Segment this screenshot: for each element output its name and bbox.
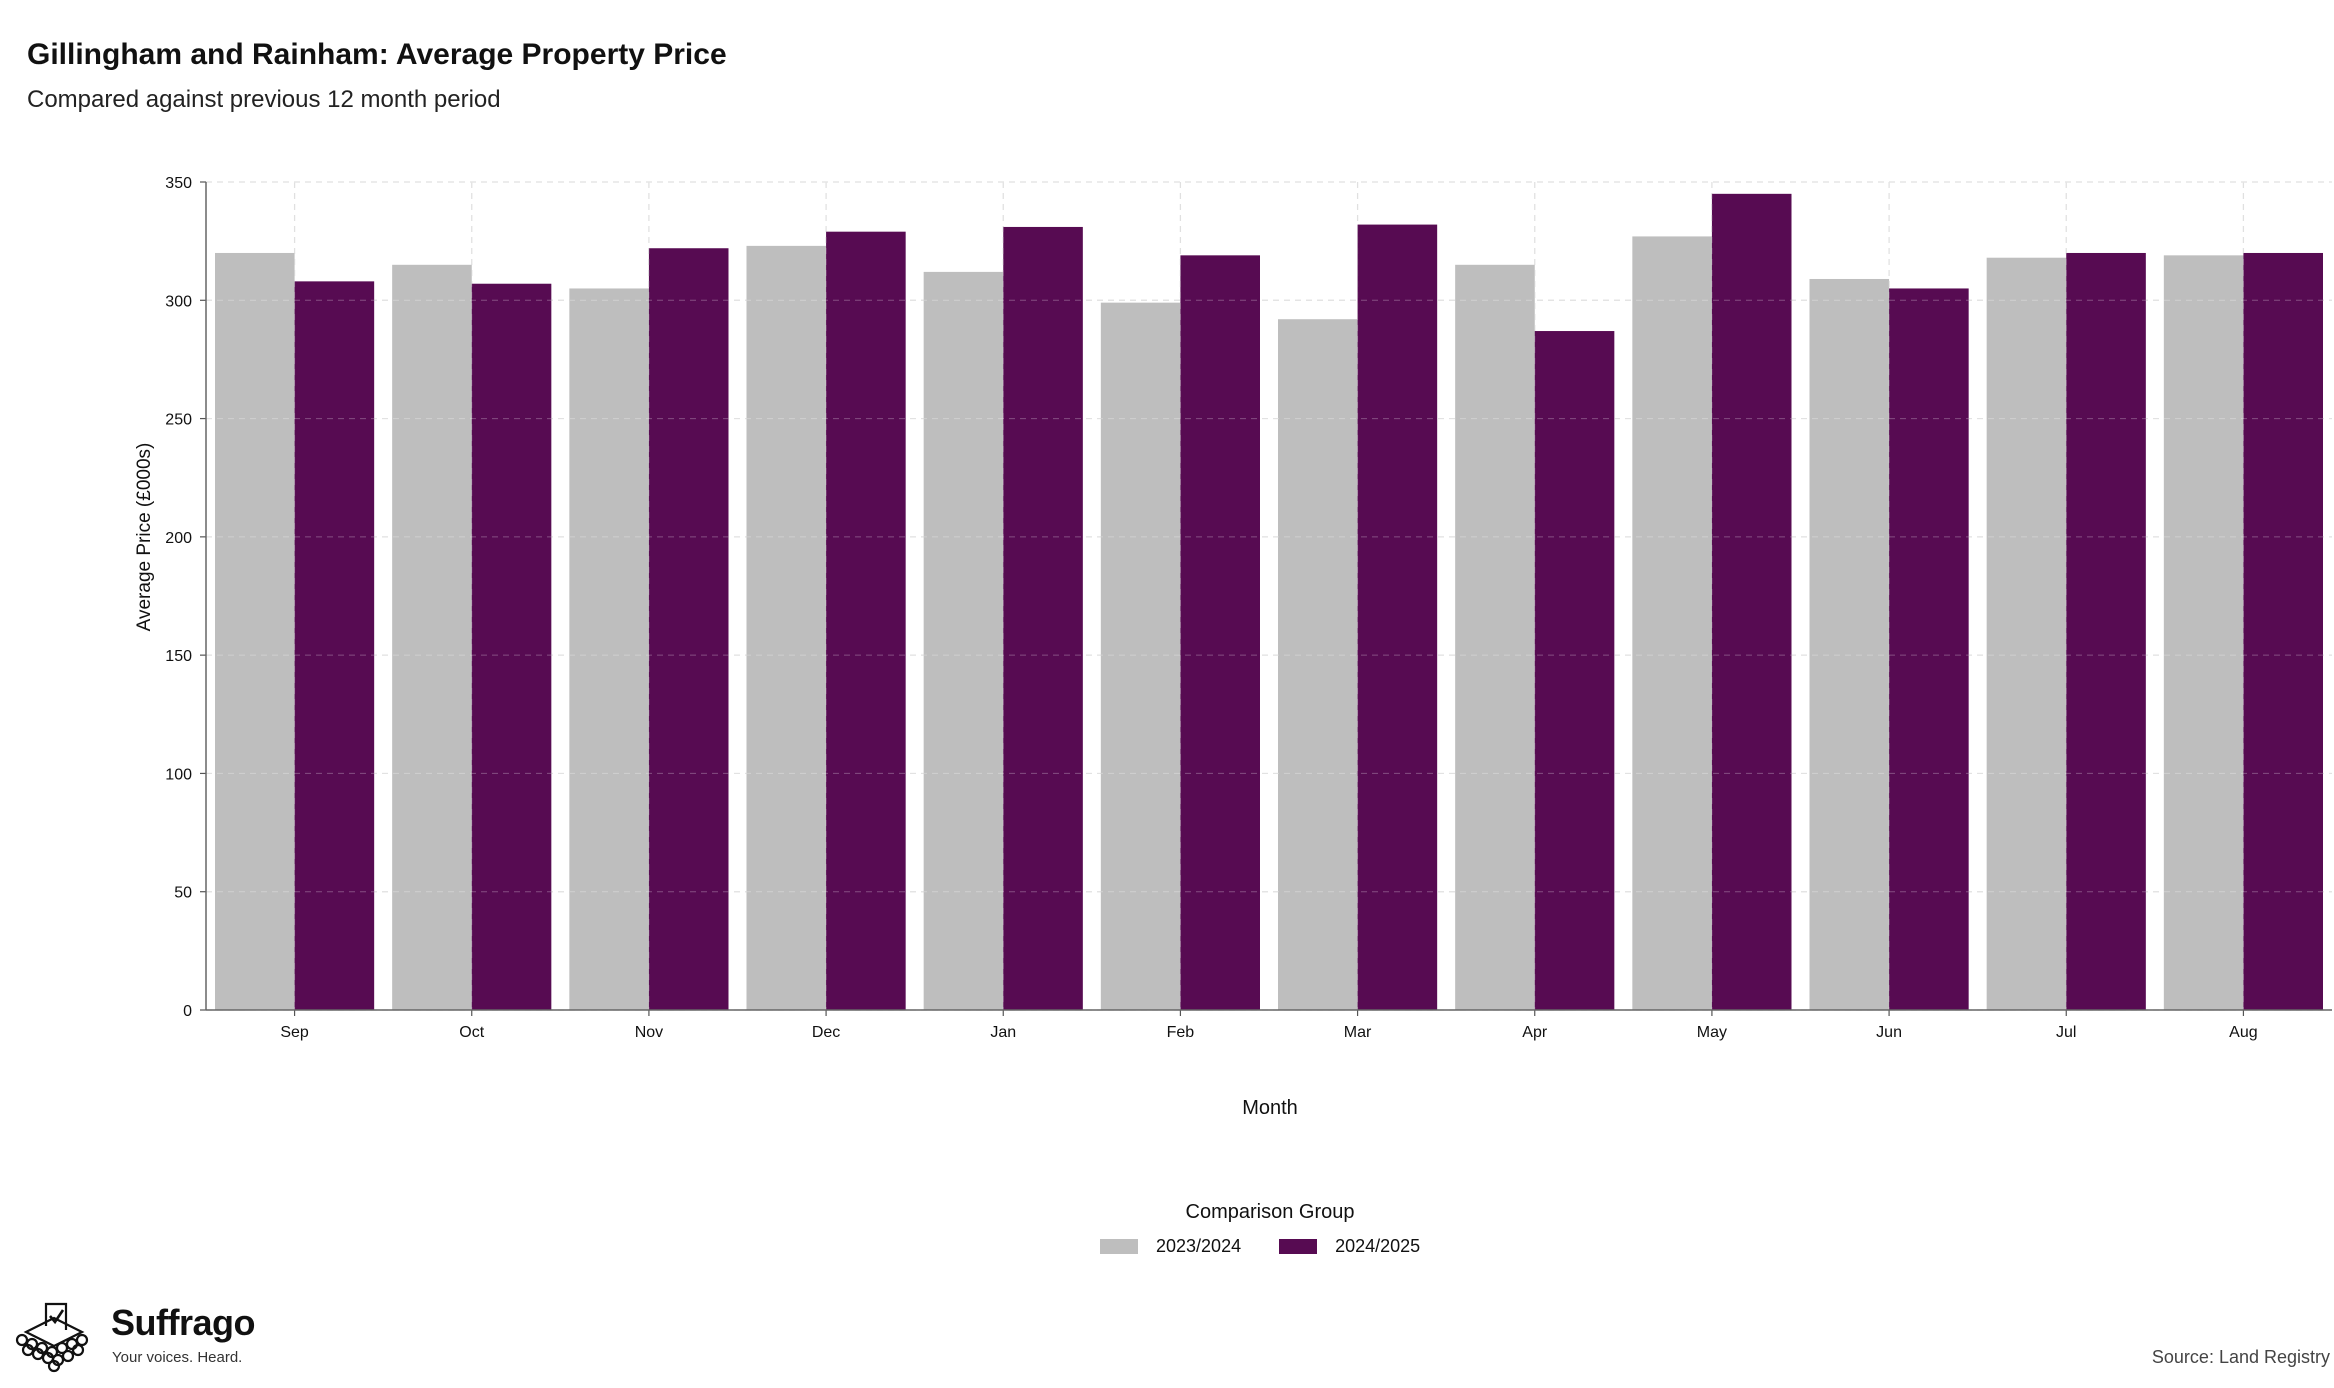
x-tick-label: Dec — [812, 1024, 840, 1041]
chart-title: Gillingham and Rainham: Average Property… — [27, 38, 727, 71]
legend-swatch-series-2 — [1279, 1239, 1318, 1254]
bars — [206, 181, 2332, 1011]
bar-series-2-aug — [2243, 252, 2323, 1010]
x-tick-label: Sep — [280, 1024, 309, 1041]
bar-series-1-may — [1632, 236, 1712, 1010]
bar-series-1-feb — [1100, 302, 1181, 1010]
x-tick-label: Nov — [635, 1024, 663, 1041]
bar-series-2-oct — [471, 283, 552, 1010]
legend-swatch-series-1 — [1100, 1239, 1138, 1254]
bar-series-1-oct — [392, 264, 472, 1010]
bar-series-1-jan — [923, 271, 1004, 1010]
y-tick-label: 250 — [165, 412, 192, 429]
x-tick-label: Feb — [1167, 1024, 1195, 1041]
x-tick-label: Aug — [2229, 1024, 2257, 1041]
y-tick-label: 200 — [165, 530, 192, 547]
legend-title: Comparison Group — [1185, 1201, 1355, 1223]
bar-series-2-feb — [1180, 255, 1260, 1010]
y-tick-label: 50 — [174, 885, 192, 902]
axes: 0 50 100 150 200 250 300 350 Sep Oct Nov Dec Jan Feb M… — [165, 175, 2332, 1041]
legend-item-series-1: 2023/2024 — [1100, 1236, 1241, 1257]
x-tick-label: Jan — [990, 1024, 1016, 1041]
y-axis-label: Average Price (£000s) — [134, 443, 155, 632]
brand-name: Suffrago — [111, 1302, 256, 1343]
bar-series-1-apr — [1455, 264, 1535, 1010]
legend-label-series-2: 2024/2025 — [1335, 1236, 1421, 1256]
y-tick-label: 300 — [165, 293, 192, 310]
x-axis-label: Month — [1242, 1097, 1298, 1119]
x-tick-label: Oct — [459, 1024, 484, 1041]
bar-series-1-aug — [2163, 255, 2244, 1010]
bar-series-2-mar — [1357, 224, 1438, 1010]
y-tick-label: 350 — [165, 175, 192, 192]
chart-subtitle: Compared against previous 12 month perio… — [27, 86, 501, 113]
brand-tagline: Your voices. Heard. — [112, 1349, 243, 1366]
x-tick-label: Jul — [2056, 1024, 2076, 1041]
x-tick-label: Jun — [1876, 1024, 1902, 1041]
ballot-box-logo-icon — [15, 1302, 89, 1373]
bar-series-2-nov — [648, 248, 729, 1011]
bar-series-1-nov — [569, 288, 649, 1010]
x-tick-label: Apr — [1522, 1024, 1548, 1041]
bar-series-2-may — [1711, 193, 1792, 1011]
bar-series-2-sep — [294, 281, 375, 1010]
bar-series-2-dec — [826, 231, 906, 1010]
y-tick-label: 150 — [165, 648, 192, 665]
x-tick-label: May — [1697, 1024, 1727, 1041]
y-tick-label: 100 — [165, 766, 192, 783]
bar-series-1-sep — [215, 252, 295, 1010]
bar-series-1-dec — [746, 245, 827, 1011]
bar-series-1-mar — [1278, 319, 1358, 1010]
bar-series-2-jan — [1003, 226, 1083, 1010]
x-tick-label: Mar — [1344, 1024, 1372, 1041]
y-tick-label: 0 — [183, 1003, 192, 1020]
bar-series-2-apr — [1534, 331, 1615, 1010]
bar-series-2-jun — [1889, 288, 1969, 1010]
bar-series-1-jun — [1809, 278, 1890, 1011]
bar-series-1-jul — [1986, 257, 2067, 1010]
legend-label-series-1: 2023/2024 — [1156, 1236, 1242, 1256]
source-note: Source: Land Registry — [2151, 1347, 2330, 1367]
legend: 2023/2024 2024/2025 — [1100, 1236, 1458, 1257]
legend-item-series-2: 2024/2025 — [1279, 1236, 1420, 1257]
bar-series-2-jul — [2066, 252, 2146, 1010]
